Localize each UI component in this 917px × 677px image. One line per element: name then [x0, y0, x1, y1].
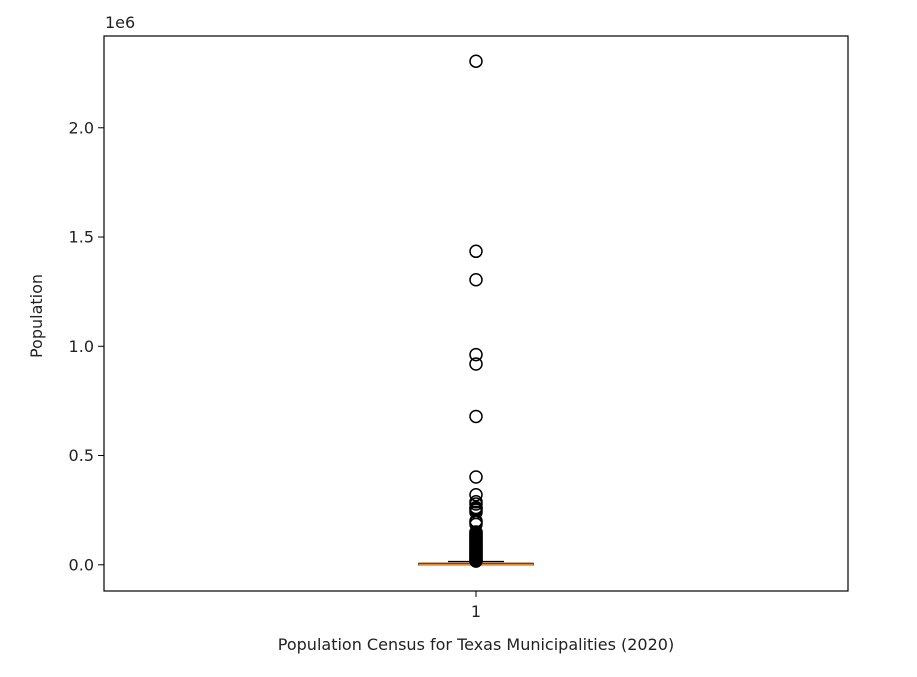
x-axis-label: Population Census for Texas Municipaliti… [278, 635, 674, 654]
outlier-point [469, 357, 483, 371]
outlier-point [469, 347, 483, 362]
plot-area [418, 54, 534, 568]
outlier-point [469, 470, 483, 484]
outlier-point [469, 273, 483, 287]
y-tick-label: 0.0 [69, 555, 94, 574]
y-offset-label: 1e6 [105, 13, 135, 32]
outlier-point [469, 244, 483, 259]
y-tick-label: 1.5 [69, 228, 94, 247]
x-tick-label: 1 [471, 602, 481, 621]
y-tick-label: 2.0 [69, 118, 94, 137]
y-axis-label: Population [27, 274, 46, 358]
outlier-point [469, 54, 483, 68]
outlier-point [469, 409, 483, 424]
outlier-point [469, 554, 483, 568]
axes: 0.0 0.5 1.0 1.5 2.0 1 [69, 35, 849, 621]
outlier-point [469, 488, 483, 502]
outlier-point [469, 497, 483, 511]
y-tick-label: 1.0 [69, 337, 94, 356]
y-tick-label: 0.5 [69, 446, 94, 465]
